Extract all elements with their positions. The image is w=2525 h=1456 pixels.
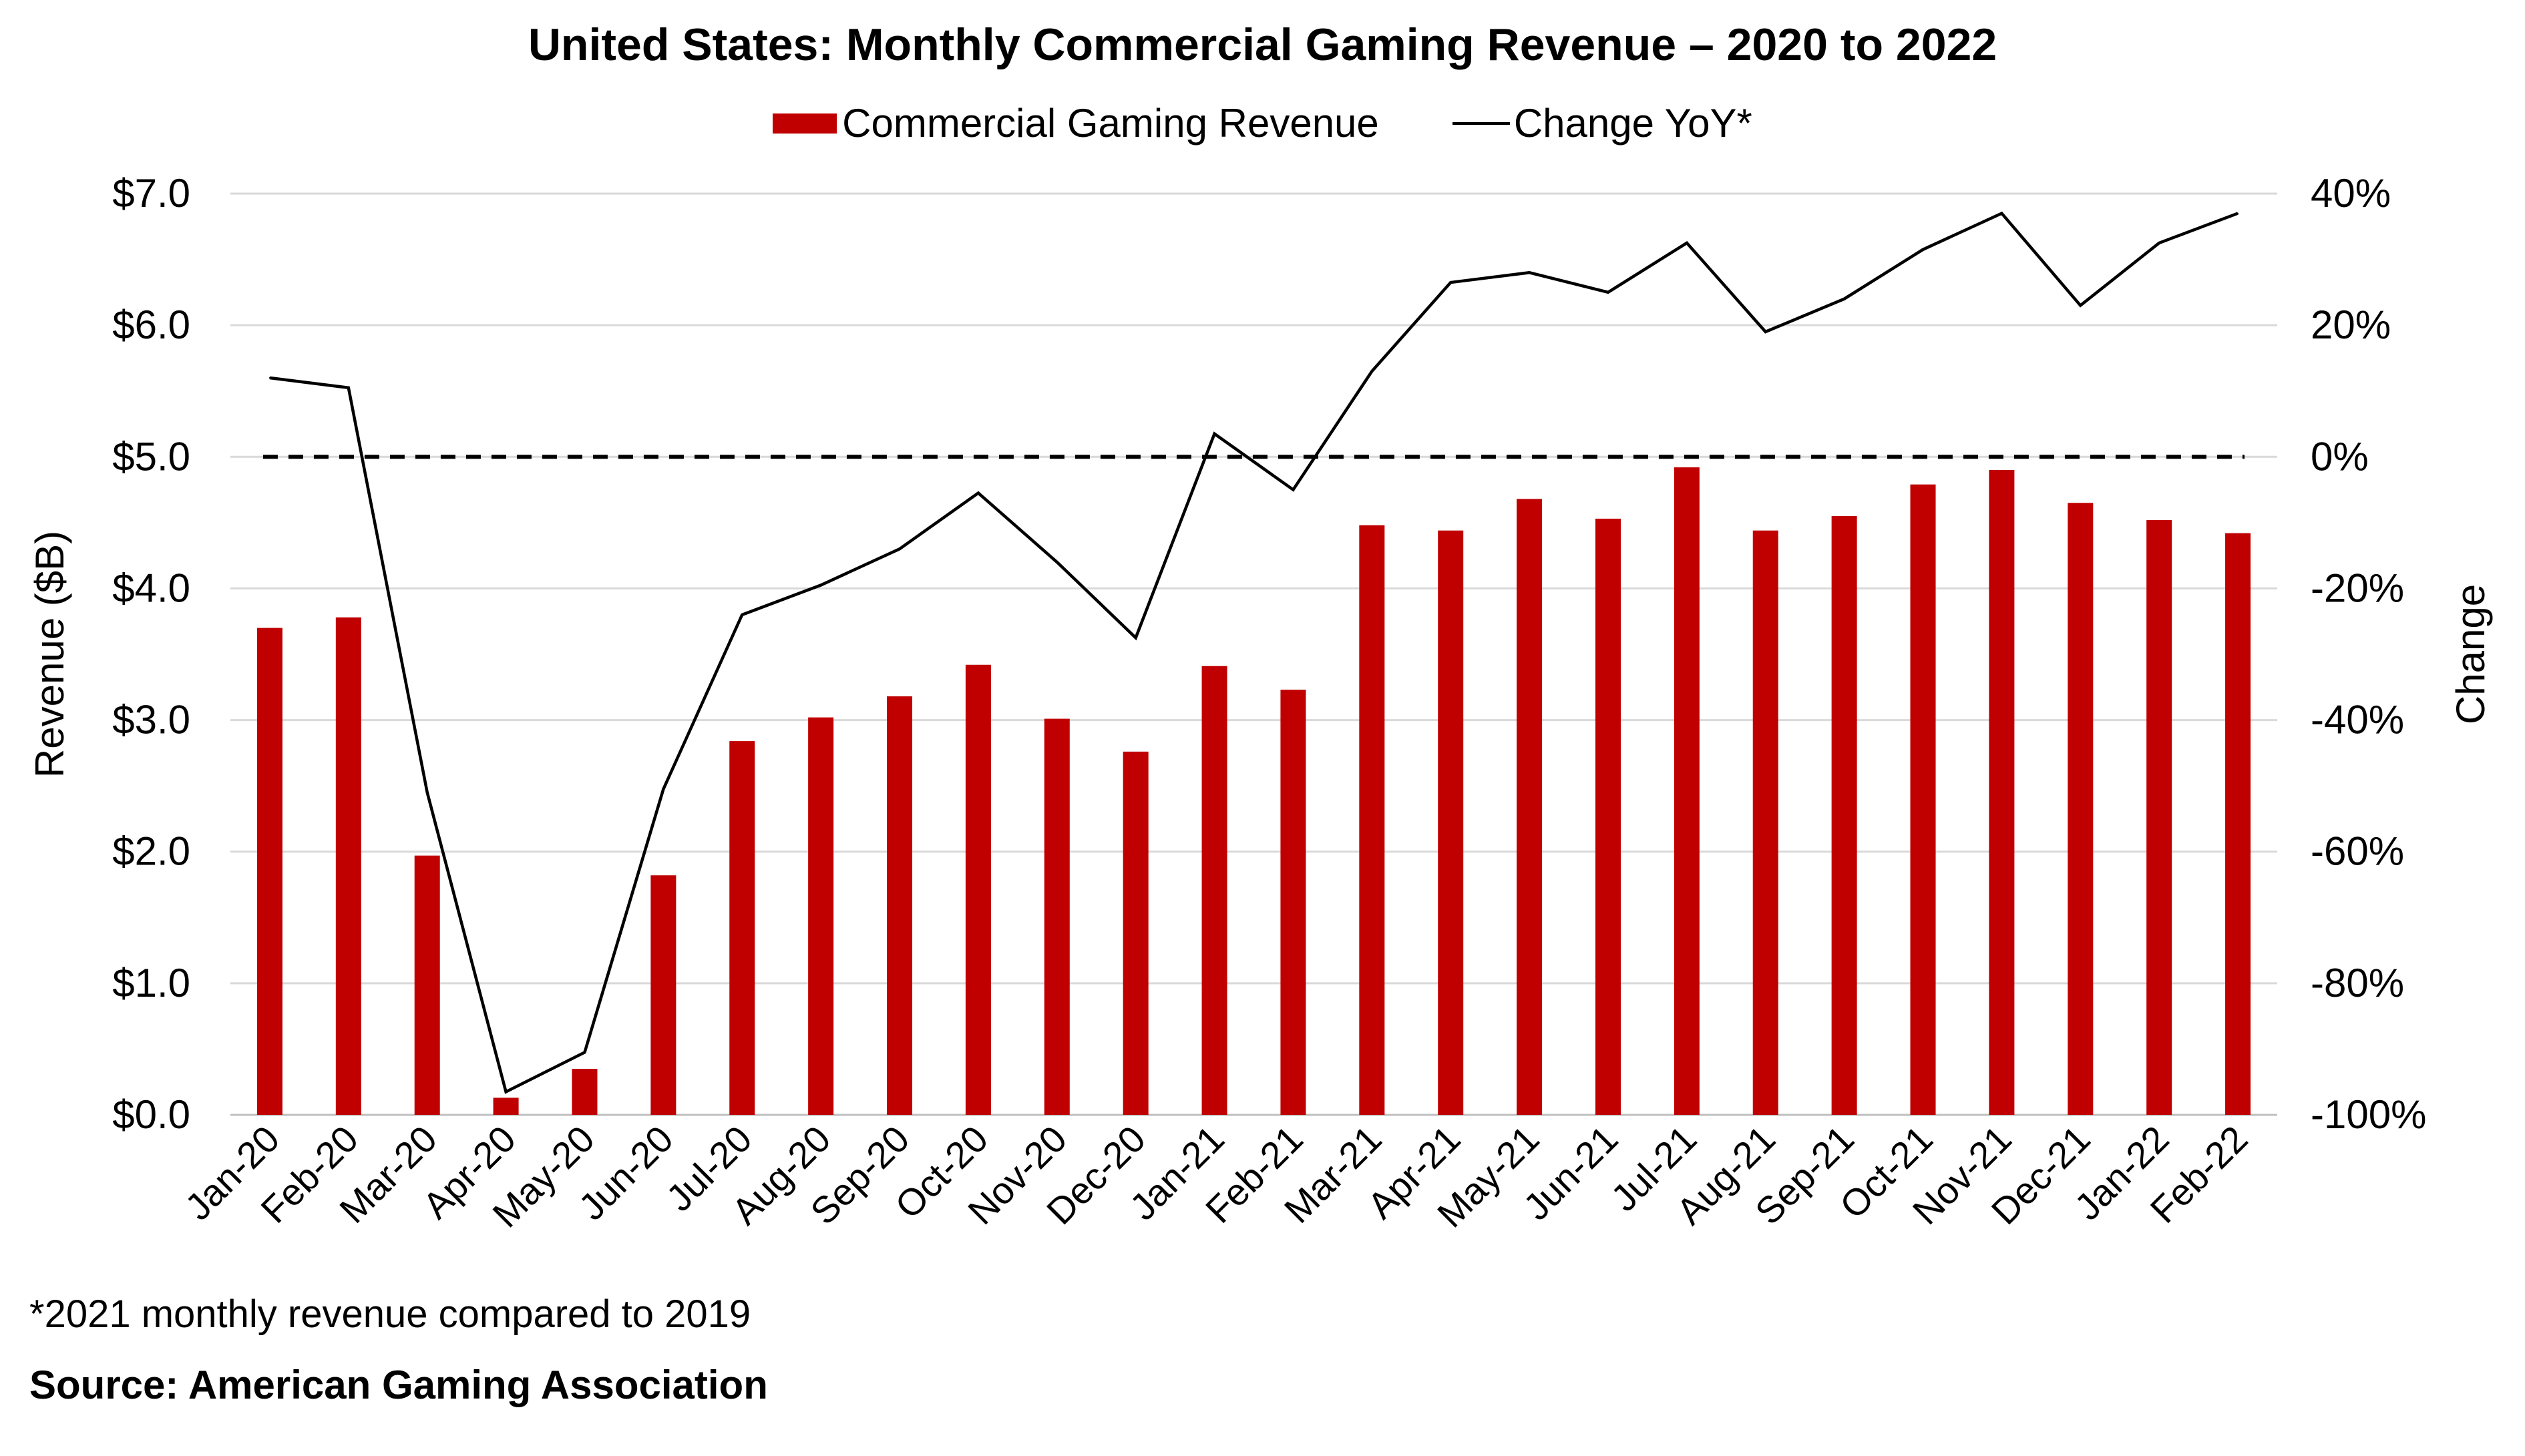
bar <box>414 855 440 1115</box>
line-point <box>1922 248 1924 250</box>
y2-tick-label: -100% <box>2311 1092 2426 1137</box>
line-point <box>2237 212 2239 214</box>
change-yoy-line <box>269 211 2239 1094</box>
bar <box>729 741 755 1115</box>
y-tick-label: $1.0 <box>112 961 190 1005</box>
bar <box>1201 666 1227 1115</box>
bar <box>1910 484 1936 1115</box>
bar <box>2225 533 2251 1115</box>
bar <box>256 628 282 1115</box>
y-tick-label: $0.0 <box>112 1092 190 1137</box>
bar <box>887 696 913 1115</box>
y2-tick-label: -40% <box>2311 698 2404 742</box>
bar <box>1674 467 1700 1115</box>
line-point <box>1135 637 1137 639</box>
y2-tick-label: -80% <box>2311 961 2404 1005</box>
bar <box>1989 470 2015 1115</box>
legend-bar-label: Commercial Gaming Revenue <box>842 101 1379 146</box>
bar <box>1280 690 1306 1115</box>
y2-tick-label: 40% <box>2311 171 2391 216</box>
line-point <box>347 387 349 389</box>
line-point <box>1056 561 1058 563</box>
line-point <box>426 792 428 793</box>
y-tick-label: $4.0 <box>112 565 190 610</box>
line-point <box>268 377 270 379</box>
bar <box>965 664 991 1115</box>
line-point <box>977 492 979 494</box>
y2-tick-label: -60% <box>2311 829 2404 874</box>
legend: Commercial Gaming Revenue Change YoY* <box>0 100 2525 146</box>
bar <box>335 617 361 1115</box>
y2-tick-label: 20% <box>2311 302 2391 347</box>
line-point <box>1213 433 1215 435</box>
y-tick-label: $5.0 <box>112 434 190 479</box>
line-point <box>2080 304 2082 306</box>
y-tick-label: $6.0 <box>112 302 190 347</box>
bar <box>1359 525 1385 1115</box>
line-point <box>899 548 901 550</box>
y2-axis-title: Change <box>2448 584 2493 724</box>
y-tick-label: $2.0 <box>112 829 190 874</box>
source-note: Source: American Gaming Association <box>29 1363 768 1407</box>
y2-tick-label: -20% <box>2311 565 2404 610</box>
line-point <box>1529 272 1531 274</box>
line-point <box>2001 212 2003 214</box>
bar <box>650 875 676 1115</box>
bar <box>1752 530 1778 1115</box>
y-tick-label: $7.0 <box>112 171 190 216</box>
line-point <box>1843 298 1845 300</box>
bar <box>2068 503 2094 1115</box>
line-point <box>1292 489 1294 491</box>
line-point <box>1686 242 1688 244</box>
bar <box>808 717 834 1115</box>
legend-item-revenue: Commercial Gaming Revenue <box>773 100 1379 146</box>
legend-line-label: Change YoY* <box>1513 101 1752 146</box>
legend-line-swatch <box>1452 122 1510 125</box>
bar <box>1438 530 1464 1115</box>
y-tick-label: $3.0 <box>112 698 190 742</box>
line-point <box>1764 331 1766 332</box>
line-point <box>505 1091 507 1093</box>
footnote: *2021 monthly revenue compared to 2019 <box>29 1292 751 1336</box>
line-point <box>662 788 664 790</box>
bar <box>1831 516 1857 1115</box>
y-axis-title: Revenue ($B) <box>27 531 72 778</box>
bar <box>1595 518 1621 1115</box>
line-point <box>1450 282 1452 284</box>
bar <box>1517 499 1543 1115</box>
line-point <box>1371 371 1373 373</box>
bar <box>1123 751 1149 1115</box>
bar <box>572 1069 598 1115</box>
line-point <box>741 614 743 616</box>
legend-bar-swatch <box>773 113 837 134</box>
chart-title: United States: Monthly Commercial Gaming… <box>528 19 1997 70</box>
y2-tick-label: 0% <box>2311 434 2369 479</box>
line-point <box>2158 242 2160 244</box>
line-point <box>1607 291 1609 293</box>
line-point <box>584 1051 586 1053</box>
bar <box>2146 519 2172 1115</box>
bar <box>493 1098 519 1115</box>
legend-item-change: Change YoY* <box>1452 100 1752 146</box>
line-point <box>820 584 822 586</box>
bar <box>1044 718 1070 1115</box>
